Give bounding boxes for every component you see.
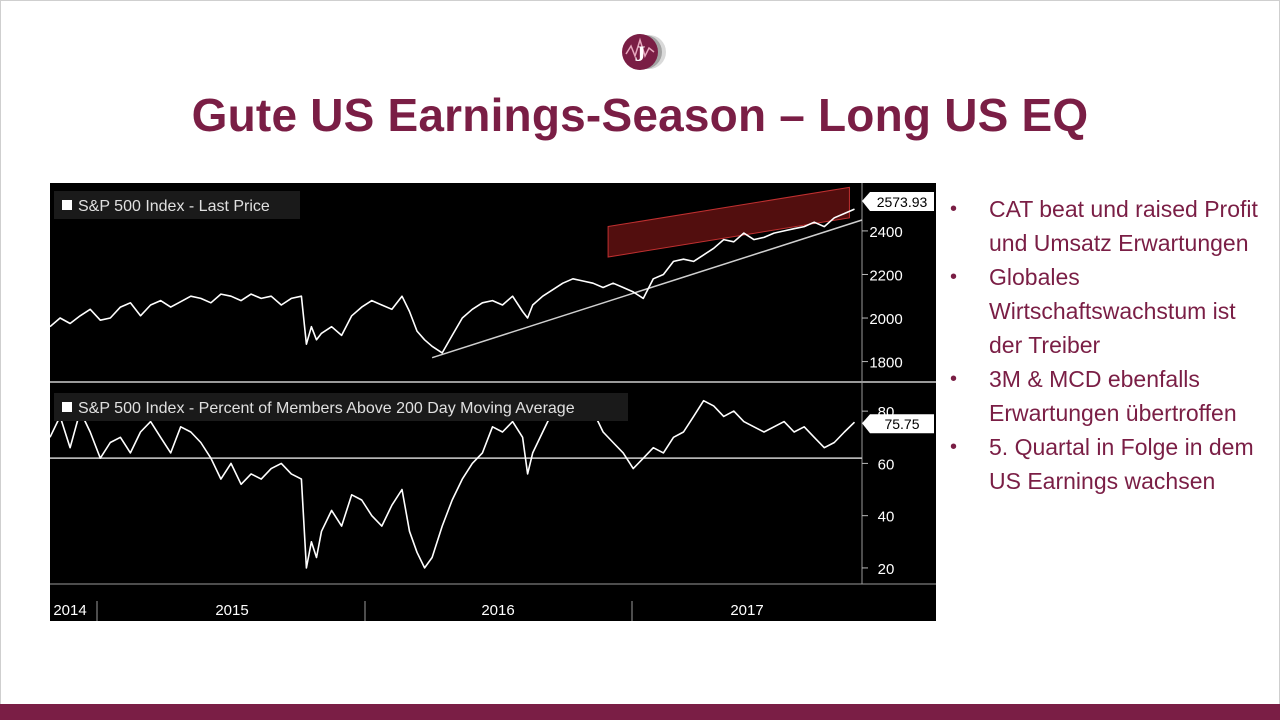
- trend-channel: [607, 186, 850, 258]
- y-tick-label: 60: [878, 456, 895, 473]
- x-tick-label: 2015: [215, 602, 248, 619]
- x-tick-label: 2017: [730, 602, 763, 619]
- bullet-item: • 5. Quartal in Folge in dem US Earnings …: [946, 430, 1266, 498]
- y-tick-label: 2400: [869, 224, 902, 241]
- chart-svg: 1800 2000 2200 2400 S&P 500 Index - Last Pri…: [50, 183, 936, 621]
- chart-title-box: [54, 191, 300, 219]
- last-value-box: [862, 414, 934, 434]
- bullet-text: CAT beat und raised Profit und Umsatz Er…: [989, 196, 1258, 256]
- series-line: [50, 208, 855, 354]
- bullet-dot-icon: •: [950, 198, 958, 220]
- page-title: Gute US Earnings-Season – Long US EQ: [191, 89, 1089, 141]
- chart-panel: 1800 2000 2200 2400 S&P 500 Index - Last Pri…: [50, 183, 936, 621]
- bullet-dot-icon: •: [950, 368, 958, 390]
- bullet-item: • CAT beat und raised Profit und Umsatz E…: [946, 192, 1266, 260]
- x-tick-label: 2016: [481, 602, 514, 619]
- logo-letter: J: [635, 41, 646, 66]
- bullet-item: • Globales Wirtschaftswachstum ist der Tr…: [946, 260, 1266, 362]
- bullet-text: 3M & MCD ebenfalls Erwartungen übertroff…: [989, 366, 1237, 426]
- y-tick-label: 1800: [869, 355, 902, 372]
- legend-swatch: [62, 200, 72, 210]
- bullet-dot-icon: •: [950, 436, 958, 458]
- bullet-list: • CAT beat und raised Profit und Umsatz E…: [946, 192, 1266, 498]
- x-tick-label: 2014: [53, 602, 86, 619]
- bullet-text: 5. Quartal in Folge in dem US Earnings w…: [989, 434, 1254, 494]
- logo-icon: J: [622, 34, 666, 70]
- trend-line: [431, 219, 863, 359]
- y-tick-label: 20: [878, 561, 895, 578]
- legend-swatch: [62, 402, 72, 412]
- last-value-box: [862, 192, 934, 211]
- y-tick-label: 2200: [869, 267, 902, 284]
- last-value-label: 75.75: [884, 416, 919, 432]
- chart-title: S&P 500 Index - Last Price: [78, 198, 270, 215]
- chart-title-box: [54, 393, 628, 421]
- series-line: [50, 399, 856, 569]
- last-value-label: 2573.93: [877, 194, 928, 210]
- y-tick-label: 40: [878, 509, 895, 526]
- chart-title: S&P 500 Index - Percent of Members Above…: [78, 400, 575, 417]
- bullet-dot-icon: •: [950, 266, 958, 288]
- footer-bar: [0, 704, 1280, 720]
- bullet-text: Globales Wirtschaftswachstum ist der Tre…: [989, 264, 1236, 358]
- y-tick-label: 2000: [869, 311, 902, 328]
- bullet-item: • 3M & MCD ebenfalls Erwartungen übertrof…: [946, 362, 1266, 430]
